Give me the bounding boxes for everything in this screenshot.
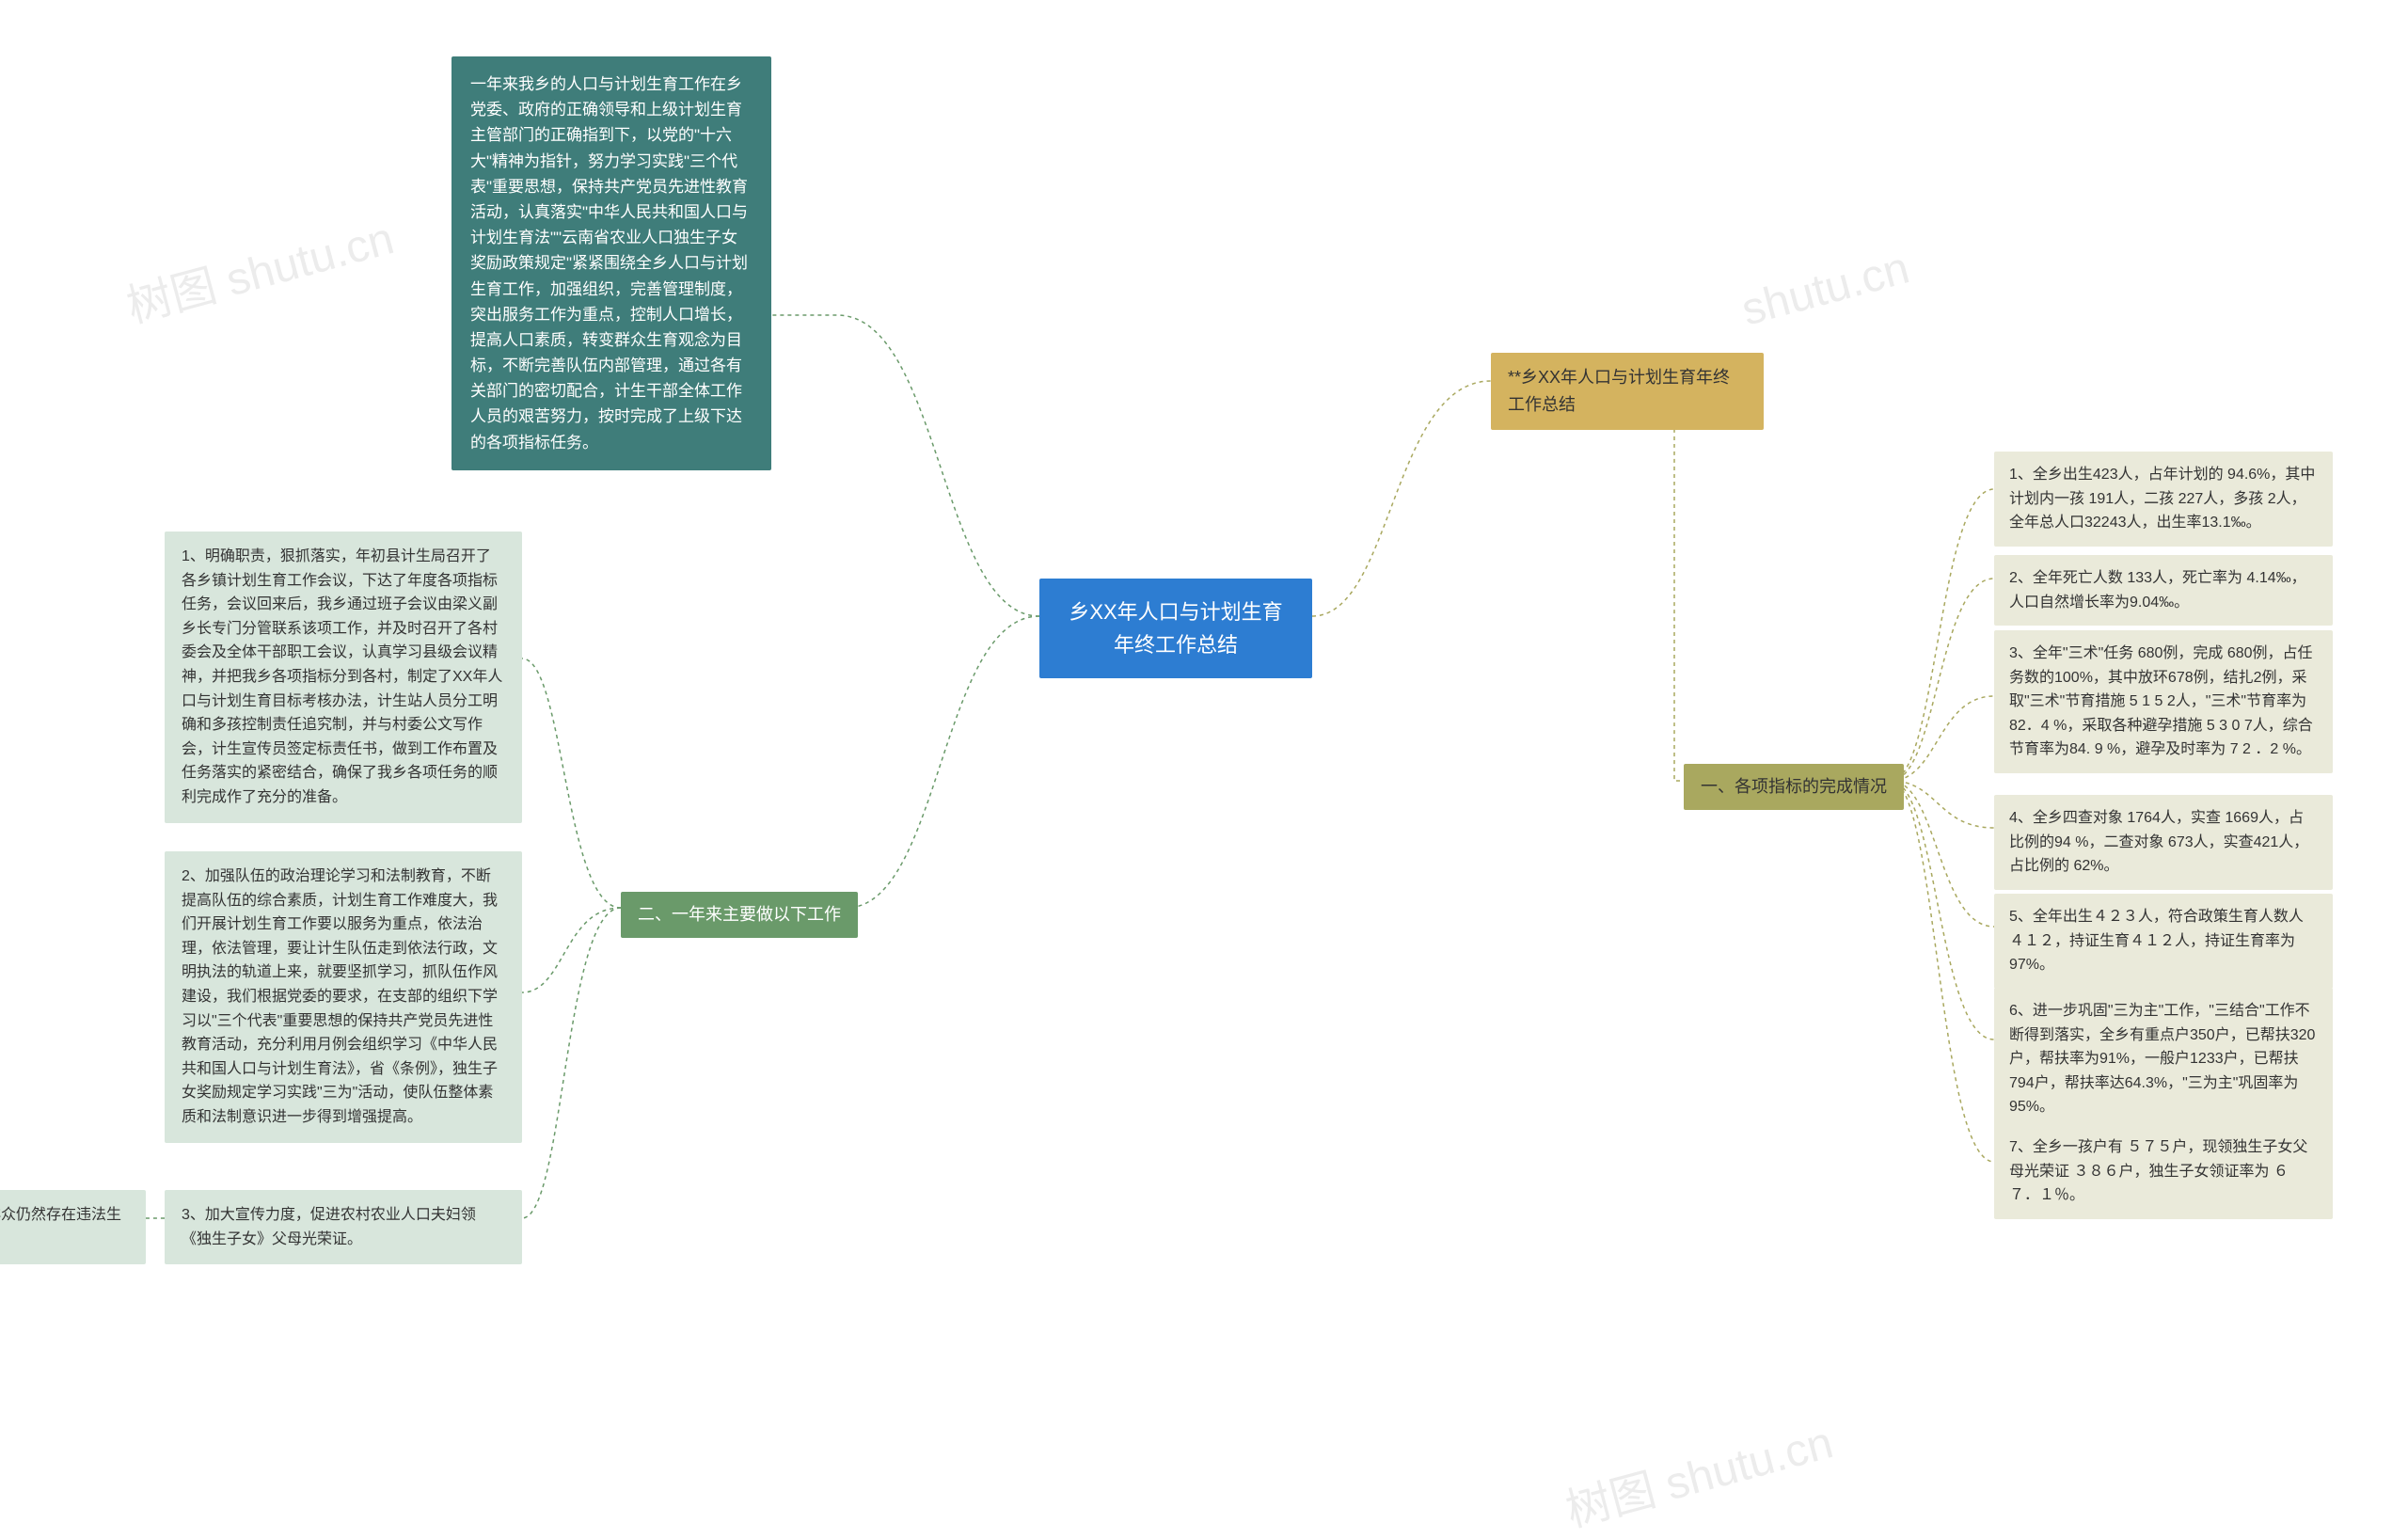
right-item-3: 3、全年"三术"任务 680例，完成 680例，占任务数的100%，其中放环67…	[1994, 630, 2333, 773]
right-item-4: 4、全乡四查对象 1764人，实查 1669人，占比例的94 %，二查对象 67…	[1994, 795, 2333, 890]
left-intro-node: 一年来我乡的人口与计划生育工作在乡党委、政府的正确领导和上级计划生育主管部门的正…	[452, 56, 771, 470]
watermark: shutu.cn	[1736, 242, 1915, 336]
right-item-6: 6、进一步巩固"三为主"工作，"三结合"工作不断得到落实，全乡有重点户350户，…	[1994, 988, 2333, 1131]
watermark: 树图 shutu.cn	[1558, 1405, 1839, 1539]
left-item-3: 3、加大宣传力度，促进农村农业人口夫妇领《独生子女》父母光荣证。	[165, 1190, 522, 1264]
watermark: 树图 shutu.cn	[119, 201, 400, 336]
right-sub-node: 一、各项指标的完成情况	[1684, 764, 1904, 810]
left-item-1: 1、明确职责，狠抓落实，年初县计生局召开了各乡镇计划生育工作会议，下达了年度各项…	[165, 532, 522, 823]
right-item-7: 7、全乡一孩户有 ５７５户，现领独生子女父母光荣证 ３８６户，独生子女领证率为 …	[1994, 1124, 2333, 1219]
left-footer-node: 由于受多种因素影响，部分群众仍然存在违法生育，省人民政府出台了	[0, 1190, 146, 1264]
right-title-node: **乡XX年人口与计划生育年终工作总结	[1491, 353, 1764, 430]
right-item-1: 1、全乡出生423人，占年计划的 94.6%，其中计划内一孩 191人，二孩 2…	[1994, 452, 2333, 547]
left-item-2: 2、加强队伍的政治理论学习和法制教育，不断提高队伍的综合素质，计划生育工作难度大…	[165, 851, 522, 1143]
right-item-2: 2、全年死亡人数 133人，死亡率为 4.14‰，人口自然增长率为9.04‰。	[1994, 555, 2333, 626]
right-item-5: 5、全年出生４２３人，符合政策生育人数人４１２，持证生育４１２人，持证生育率为9…	[1994, 894, 2333, 989]
left-sub-node: 二、一年来主要做以下工作	[621, 892, 858, 938]
root-node: 乡XX年人口与计划生育年终工作总结	[1039, 579, 1312, 678]
